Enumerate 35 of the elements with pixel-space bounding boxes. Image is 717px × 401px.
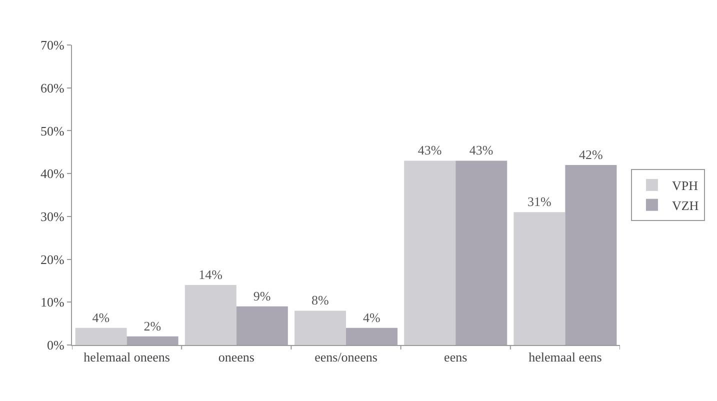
legend-label: VZH [672,198,699,213]
x-tick-label: oneens [218,350,254,365]
x-tick-label: eens/oneens [314,350,378,365]
bar [184,285,236,345]
x-tick-label: helemaal eens [528,350,602,365]
y-tick-label: 40% [40,166,65,182]
data-label: 2% [144,318,162,334]
data-label: 4% [92,310,110,325]
bar [456,160,508,345]
bar [126,336,178,345]
data-label: 42% [578,147,603,162]
bar [294,310,346,345]
bar [236,306,288,345]
y-tick-label: 30% [40,208,65,224]
bar [404,160,456,345]
bar [514,212,566,345]
data-label: 43% [469,142,494,158]
data-label: 9% [253,288,271,304]
y-tick-label: 60% [40,80,65,96]
data-label: 14% [198,267,223,282]
x-tick-label: eens [444,350,468,365]
y-tick-label: 20% [40,252,65,267]
bar [75,328,127,345]
legend-label: VPH [672,178,698,194]
bar [346,328,398,345]
y-tick-label: 70% [40,38,65,53]
data-label: 43% [418,142,442,158]
y-tick-label: 0% [47,338,65,353]
data-label: 8% [311,292,329,308]
bar [565,165,617,345]
y-tick-label: 50% [40,123,65,138]
data-label: 4% [363,310,381,325]
data-label: 31% [527,194,552,210]
y-tick-label: 10% [40,294,65,310]
x-tick-label: helemaal oneens [84,350,170,365]
